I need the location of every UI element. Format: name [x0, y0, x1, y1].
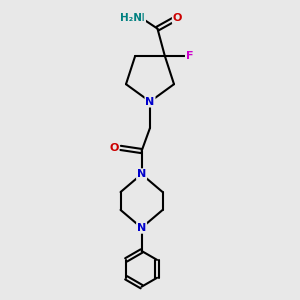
Text: O: O: [109, 143, 119, 153]
Text: H: H: [136, 13, 145, 23]
Text: H: H: [136, 13, 145, 23]
Text: H₂N: H₂N: [120, 13, 142, 23]
Text: N: N: [137, 169, 146, 179]
Text: O: O: [173, 13, 182, 23]
Text: N: N: [137, 223, 146, 233]
Text: F: F: [186, 51, 194, 61]
Text: N: N: [146, 97, 154, 106]
